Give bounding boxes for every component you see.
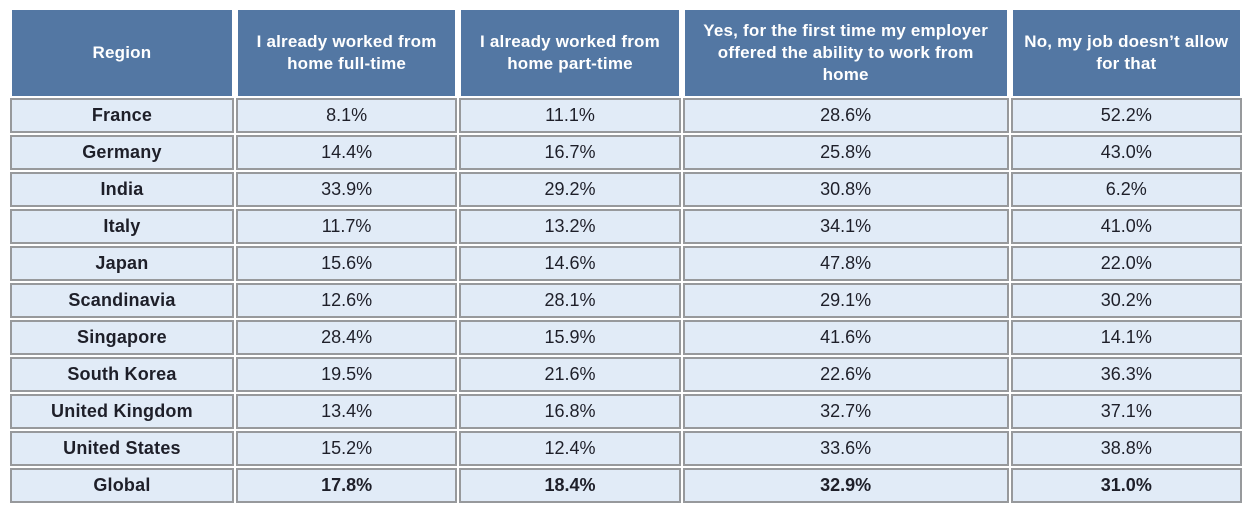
table-cell: 8.1% — [235, 98, 458, 133]
table-cell: 18.4% — [459, 468, 681, 503]
table-row-singapore: Singapore 28.4% 15.9% 41.6% 14.1% — [10, 320, 1242, 355]
table-cell: 16.8% — [459, 394, 681, 429]
table-cell: 52.2% — [1010, 98, 1242, 133]
table-row-scandinavia: Scandinavia 12.6% 28.1% 29.1% 30.2% — [10, 283, 1242, 318]
table-cell: 34.1% — [682, 209, 1009, 244]
table-cell: 13.4% — [235, 394, 458, 429]
row-label: Italy — [10, 209, 234, 244]
wfh-region-table: Region I already worked from home full-t… — [8, 6, 1244, 505]
table-cell: 28.4% — [235, 320, 458, 355]
table-cell: 41.0% — [1010, 209, 1242, 244]
table-row-south-korea: South Korea 19.5% 21.6% 22.6% 36.3% — [10, 357, 1242, 392]
table-body: France 8.1% 11.1% 28.6% 52.2% Germany 14… — [10, 98, 1242, 503]
table-cell: 14.1% — [1010, 320, 1242, 355]
table-row-italy: Italy 11.7% 13.2% 34.1% 41.0% — [10, 209, 1242, 244]
table-row-united-states: United States 15.2% 12.4% 33.6% 38.8% — [10, 431, 1242, 466]
table-cell: 15.2% — [235, 431, 458, 466]
table-cell: 21.6% — [459, 357, 681, 392]
table-cell: 32.9% — [682, 468, 1009, 503]
table-row-japan: Japan 15.6% 14.6% 47.8% 22.0% — [10, 246, 1242, 281]
table-cell: 36.3% — [1010, 357, 1242, 392]
table-cell: 11.1% — [459, 98, 681, 133]
table-cell: 17.8% — [235, 468, 458, 503]
table-cell: 41.6% — [682, 320, 1009, 355]
table-cell: 33.9% — [235, 172, 458, 207]
column-header-region: Region — [10, 8, 234, 96]
row-label: United States — [10, 431, 234, 466]
row-label: Japan — [10, 246, 234, 281]
table-cell: 22.6% — [682, 357, 1009, 392]
column-header-part-time: I already worked from home part-time — [459, 8, 681, 96]
table-cell: 47.8% — [682, 246, 1009, 281]
table-row-united-kingdom: United Kingdom 13.4% 16.8% 32.7% 37.1% — [10, 394, 1242, 429]
table-cell: 12.4% — [459, 431, 681, 466]
table-cell: 22.0% — [1010, 246, 1242, 281]
table-row-india: India 33.9% 29.2% 30.8% 6.2% — [10, 172, 1242, 207]
table-cell: 19.5% — [235, 357, 458, 392]
table-cell: 29.1% — [682, 283, 1009, 318]
table-row-germany: Germany 14.4% 16.7% 25.8% 43.0% — [10, 135, 1242, 170]
table-cell: 38.8% — [1010, 431, 1242, 466]
table-cell: 13.2% — [459, 209, 681, 244]
row-label: Scandinavia — [10, 283, 234, 318]
row-label: France — [10, 98, 234, 133]
table-cell: 15.9% — [459, 320, 681, 355]
table-cell: 32.7% — [682, 394, 1009, 429]
table-cell: 30.2% — [1010, 283, 1242, 318]
table-cell: 43.0% — [1010, 135, 1242, 170]
column-header-full-time: I already worked from home full-time — [235, 8, 458, 96]
row-label: United Kingdom — [10, 394, 234, 429]
table-cell: 31.0% — [1010, 468, 1242, 503]
table-header: Region I already worked from home full-t… — [10, 8, 1242, 96]
table-cell: 28.6% — [682, 98, 1009, 133]
table-row-france: France 8.1% 11.1% 28.6% 52.2% — [10, 98, 1242, 133]
table-cell: 37.1% — [1010, 394, 1242, 429]
table-cell: 14.6% — [459, 246, 681, 281]
table-row-global-total: Global 17.8% 18.4% 32.9% 31.0% — [10, 468, 1242, 503]
table-cell: 25.8% — [682, 135, 1009, 170]
table-cell: 11.7% — [235, 209, 458, 244]
row-label: Singapore — [10, 320, 234, 355]
table-cell: 28.1% — [459, 283, 681, 318]
row-label: India — [10, 172, 234, 207]
table-cell: 15.6% — [235, 246, 458, 281]
table-cell: 12.6% — [235, 283, 458, 318]
header-row: Region I already worked from home full-t… — [10, 8, 1242, 96]
table-cell: 29.2% — [459, 172, 681, 207]
row-label: South Korea — [10, 357, 234, 392]
table-cell: 33.6% — [682, 431, 1009, 466]
column-header-first-time-offered: Yes, for the first time my employer offe… — [682, 8, 1009, 96]
table-cell: 6.2% — [1010, 172, 1242, 207]
table-cell: 30.8% — [682, 172, 1009, 207]
row-label: Global — [10, 468, 234, 503]
row-label: Germany — [10, 135, 234, 170]
column-header-job-doesnt-allow: No, my job doesn’t allow for that — [1010, 8, 1242, 96]
table-cell: 14.4% — [235, 135, 458, 170]
table-cell: 16.7% — [459, 135, 681, 170]
